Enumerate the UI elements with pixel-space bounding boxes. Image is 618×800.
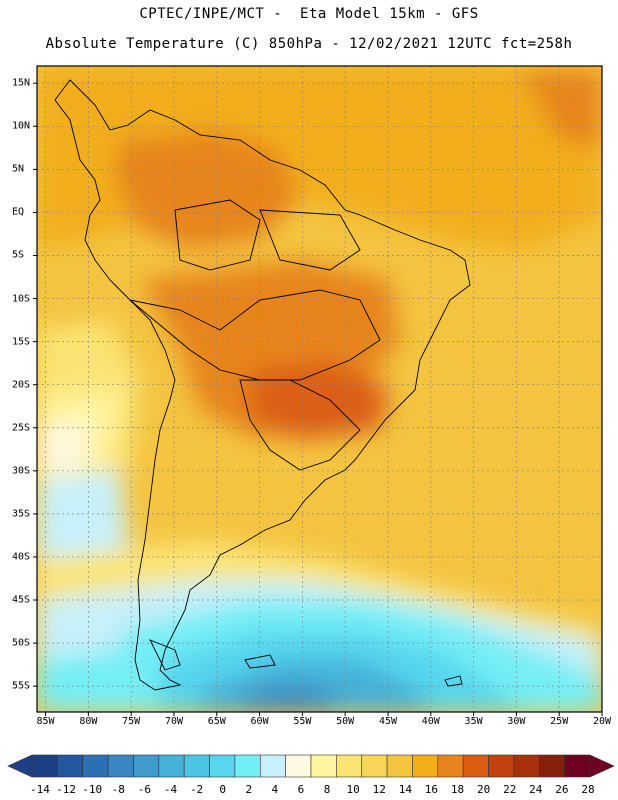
colorbar-swatch [310, 754, 337, 778]
lat-label: 5S [12, 249, 25, 261]
colorbar-label: 18 [450, 783, 465, 796]
lat-label: 40S [12, 551, 31, 563]
lon-label: 60W [250, 716, 269, 727]
colorbar-label: 28 [581, 783, 595, 796]
colorbar-arrow-high [589, 754, 615, 778]
lat-label: 50S [12, 637, 31, 649]
colorbar-swatch [57, 754, 84, 778]
colorbar-swatch [259, 754, 286, 778]
lat-label: 15N [12, 77, 31, 89]
title-line-2: Absolute Temperature (C) 850hPa - 12/02/… [45, 36, 573, 52]
colorbar-label: 2 [245, 783, 253, 796]
lat-label: 45S [12, 594, 31, 606]
coastline [54, 79, 471, 691]
temperature-field [37, 66, 602, 712]
colorbar-label: 14 [398, 783, 412, 796]
colorbar-label: 0 [219, 783, 226, 796]
lon-label: 70W [164, 716, 183, 727]
lon-label: 80W [79, 716, 98, 727]
lat-label: 5N [12, 163, 25, 175]
colorbar-swatch [437, 754, 464, 778]
colorbar-swatch [462, 754, 489, 778]
colorbar-swatch [158, 754, 185, 778]
colorbar [7, 754, 615, 778]
colorbar-swatch [107, 754, 134, 778]
colorbar-swatch [31, 754, 58, 778]
lat-label: 15S [12, 336, 31, 348]
colorbar-label: 12 [372, 783, 386, 796]
colorbar-swatch [82, 754, 109, 778]
colorbar-swatch [513, 754, 540, 778]
colorbar-swatch [183, 754, 210, 778]
colorbar-swatch [285, 754, 312, 778]
colorbar-label: -2 [189, 783, 204, 796]
lat-label: 20S [12, 379, 31, 391]
colorbar-label: -8 [111, 783, 125, 796]
lat-label: 55S [12, 680, 31, 692]
colorbar-label: -6 [137, 783, 151, 796]
colorbar-swatch [361, 754, 388, 778]
colorbar-label: 10 [346, 783, 360, 796]
colorbar-label: -10 [82, 783, 103, 796]
colorbar-label: 26 [555, 783, 569, 796]
colorbar-label: 20 [476, 783, 491, 796]
lat-label: EQ [12, 206, 25, 218]
colorbar-label: -12 [56, 783, 77, 796]
lon-label: 55W [293, 716, 312, 727]
title-line-1: CPTEC/INPE/MCT - Eta Model 15km - GFS [139, 6, 479, 22]
colorbar-label: -14 [30, 783, 50, 796]
colorbar-label: 8 [323, 783, 331, 796]
colorbar-label: 4 [271, 783, 279, 796]
colorbar-swatch [234, 754, 261, 778]
lat-label: 35S [12, 508, 31, 520]
lon-label: 20W [592, 716, 612, 727]
colorbar-swatch [538, 754, 565, 778]
colorbar-label: -4 [163, 783, 178, 796]
axis-ticks [33, 82, 603, 716]
lat-label: 10S [12, 293, 31, 305]
lat-label: 30S [12, 465, 31, 477]
colorbar-swatch [336, 754, 363, 778]
colorbar-swatch [488, 754, 515, 778]
colorbar-label: 24 [529, 783, 543, 796]
lon-label: 25W [550, 716, 569, 727]
colorbar-swatch [133, 754, 160, 778]
lat-label: 25S [12, 422, 31, 434]
colorbar-swatch [386, 754, 413, 778]
colorbar-label: 22 [503, 783, 517, 796]
lon-label: 65W [207, 716, 226, 727]
lon-label: 50W [336, 716, 355, 727]
lon-label: 35W [464, 716, 483, 727]
lat-label: 10N [12, 120, 31, 132]
lon-label: 40W [421, 716, 440, 727]
colorbar-label: 16 [424, 783, 439, 796]
colorbar-swatch [564, 754, 591, 778]
lon-label: 30W [507, 716, 526, 727]
colorbar-swatch [209, 754, 236, 778]
graticule [37, 66, 603, 712]
colorbar-arrow-low [7, 754, 33, 778]
lon-label: 85W [36, 716, 55, 727]
lon-label: 75W [122, 716, 141, 727]
map-frame [36, 65, 603, 713]
colorbar-swatch [412, 754, 439, 778]
colorbar-label: 6 [297, 783, 305, 796]
lon-label: 45W [378, 716, 398, 727]
